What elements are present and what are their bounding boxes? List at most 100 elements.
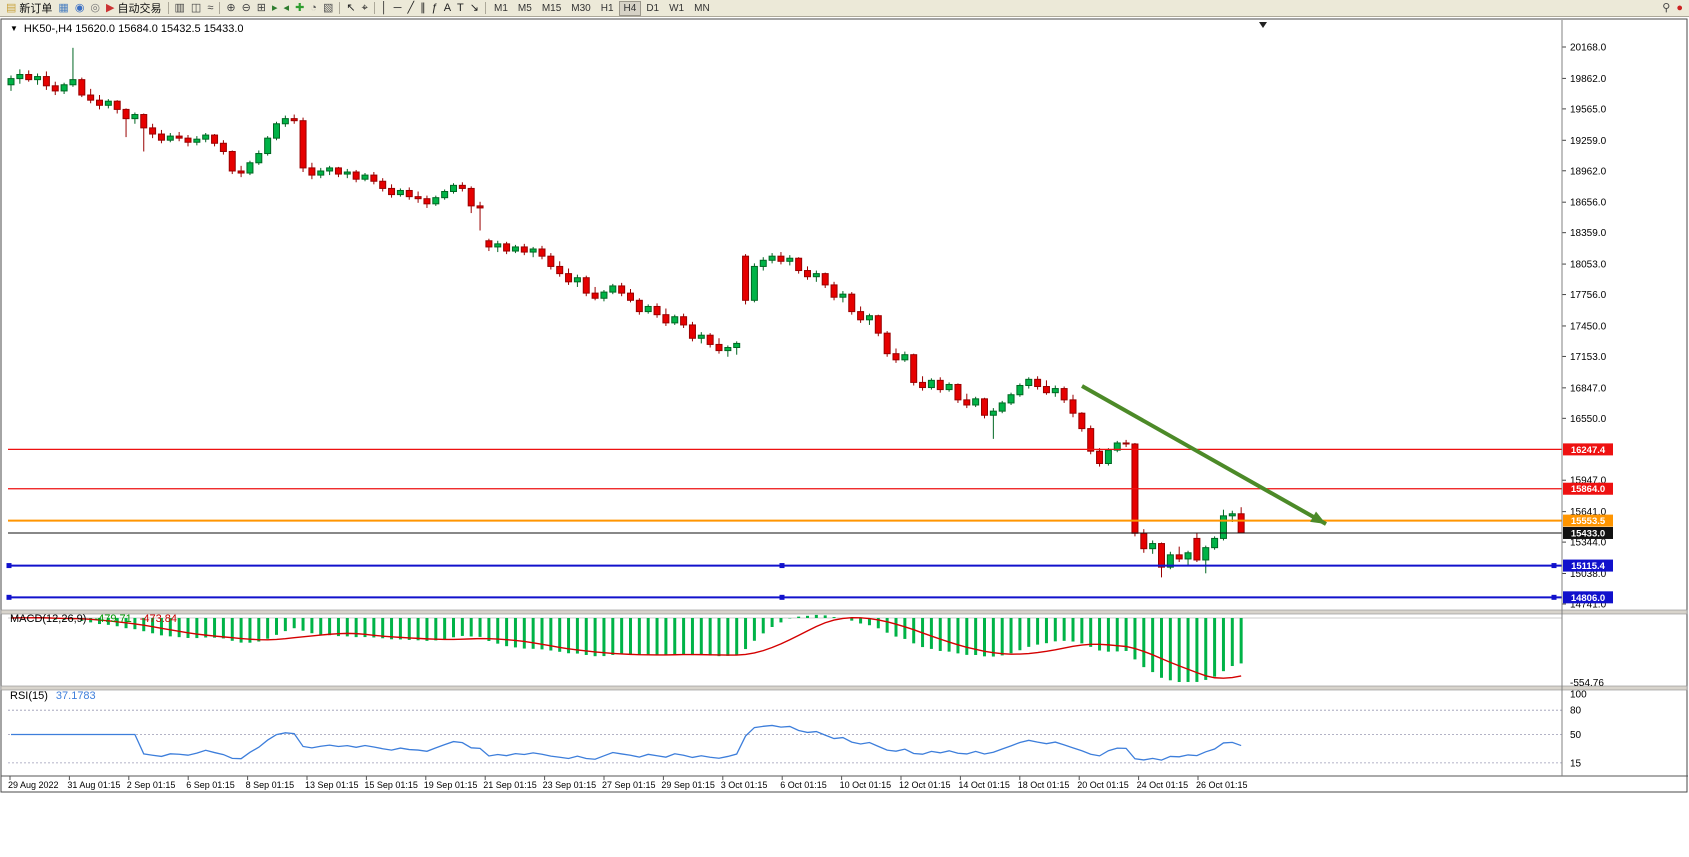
timeframe-w1-button[interactable]: W1 [669,2,685,14]
text-tool-icon: A [443,1,452,14]
panel-divider[interactable] [0,685,1688,691]
hline-handle[interactable] [779,563,785,569]
x-axis-date-label: 8 Sep 01:15 [246,780,295,790]
alerts-icon[interactable]: ◎ [87,1,103,16]
line-chart-type-button[interactable]: ≈ [204,1,216,16]
cursor-tool-button[interactable]: ↖ [343,1,358,16]
trendline-tool-button[interactable]: ╱ [404,1,417,16]
toolbar-separator [373,2,375,14]
x-axis-date-label: 20 Oct 01:15 [1077,780,1129,790]
price-badge-label: 16247.4 [1571,445,1606,456]
crosshair-tool-icon: ⌖ [361,1,368,14]
candles-chart-type-button[interactable]: ◫ [188,1,204,16]
crosshair-tool-button[interactable]: ⌖ [359,1,371,16]
x-axis-date-label: 6 Sep 01:15 [186,780,235,790]
alerts-icon-icon: ◎ [90,1,101,14]
text-tool-button[interactable]: A [441,1,454,16]
autotrading-icon: ▶ [106,1,115,14]
toolbar-separator [339,2,341,14]
zoom-out-button[interactable]: ⊖ [239,1,254,16]
timeframe-m5-button[interactable]: M5 [517,2,532,14]
y-axis-tick-label: 19565.0 [1570,104,1607,115]
price-badge-label: 15553.5 [1571,516,1606,527]
fibonacci-tool-button[interactable]: ƒ [429,1,441,16]
timeframe-d1-button[interactable]: D1 [646,2,660,14]
x-axis-date-label: 31 Aug 01:15 [67,780,120,790]
label-tool-button[interactable]: T [454,1,467,16]
y-axis-tick-label: 18962.0 [1570,166,1607,177]
bars-chart-type-button[interactable]: ▥ [172,1,188,16]
y-axis-tick-label: 18656.0 [1570,198,1607,209]
x-axis-date-label: 2 Sep 01:15 [127,780,176,790]
y-axis-tick-label: 17756.0 [1570,290,1607,301]
templates-button[interactable]: ▧ [320,1,336,16]
hline-handle[interactable] [779,594,785,600]
search-button[interactable]: ⚲ [1659,1,1673,16]
timeframe-h1-button[interactable]: H1 [600,2,614,14]
new-order-icon: ▤ [6,1,17,14]
y-axis-tick-label: 18359.0 [1570,228,1607,239]
templates-icon: ▧ [322,1,334,14]
symbol-dropdown-icon[interactable]: ▼ [10,24,18,33]
macd-axis-label: -554.76 [1570,678,1604,689]
auto-scroll-icon: ▸ [272,1,278,14]
x-axis-date-label: 29 Sep 01:15 [661,780,715,790]
timeframe-m30-button[interactable]: M30 [571,2,591,14]
y-axis-tick-label: 15038.0 [1570,569,1607,580]
chart-shift-marker[interactable] [1259,22,1267,28]
hline-handle[interactable] [6,594,12,600]
zoom-in-icon: ⊕ [226,1,236,14]
date-axis: 29 Aug 2022 31 Aug 01:15 2 Sep 01:15 6 Sep … [8,776,1248,790]
autotrading-button[interactable]: ▶ 自动交易 [103,1,164,16]
x-axis-date-label: 15 Sep 01:15 [364,780,418,790]
new-order-button[interactable]: ▤ 新订单 [3,1,55,16]
horizontal-line-tool-icon: ─ [393,1,402,14]
rsi-axis-label: 80 [1570,706,1582,717]
x-axis-date-label: 21 Sep 01:15 [483,780,537,790]
price-badge [1563,514,1613,527]
periods-button[interactable]: ◔ [307,1,320,16]
timeframe-m15-button[interactable]: M15 [541,2,562,14]
timeframe-m1-button[interactable]: M1 [494,2,508,14]
hline-handle[interactable] [1551,563,1557,569]
tile-windows-button[interactable]: ⊞ [254,1,269,16]
y-axis-tick-label: 16847.0 [1570,383,1607,394]
channel-tool-button[interactable]: ∥ [417,1,429,16]
arrow-tool-icon: ↘ [469,1,479,14]
cursor-tool-icon: ↖ [346,1,356,14]
horizontal-line-tool-button[interactable]: ─ [391,1,405,16]
chart-shift-button[interactable]: ◂ [281,1,293,16]
profile-icon[interactable]: ◉ [72,1,88,16]
charts-windows-icon[interactable]: ▦ [55,1,71,16]
rsi-name: RSI(15) [10,690,48,702]
y-axis-tick-label: 14741.0 [1570,600,1607,611]
auto-scroll-button[interactable]: ▸ [269,1,281,16]
timeframe-mn-button[interactable]: MN [694,2,710,14]
price-badge [1563,591,1613,604]
y-axis-tick-label: 19259.0 [1570,136,1607,147]
timeframe-h4-button[interactable]: H4 [618,0,642,16]
arrow-tool-button[interactable]: ↘ [467,1,482,16]
toolbar-separator [485,2,486,14]
zoom-in-button[interactable]: ⊕ [223,1,238,16]
macd-main-value: -479.71 [94,613,132,625]
hline-handle[interactable] [1551,594,1557,600]
vertical-line-tool-button[interactable]: │ [378,1,391,16]
hline-handle[interactable] [6,563,12,569]
price-badge [1563,526,1613,539]
indicators-button[interactable]: ✚ [292,1,307,16]
x-axis-date-label: 19 Sep 01:15 [424,780,478,790]
price-badge-label: 15864.0 [1571,484,1605,495]
toolbar-separator [219,2,221,14]
charts-windows-icon-icon: ▦ [58,1,69,14]
x-axis-date-label: 13 Sep 01:15 [305,780,359,790]
panel-divider[interactable] [0,609,1688,615]
trend-arrow-head [1310,511,1326,524]
y-axis-tick-label: 17153.0 [1570,352,1607,363]
rsi-indicator-label: RSI(15) 37.1783 [10,690,96,702]
community-button[interactable]: ● [1673,1,1686,16]
y-axis-tick-label: 19862.0 [1570,74,1607,85]
chart-symbol-title: ▼ HK50-,H4 15620.0 15684.0 15432.5 15433… [10,23,244,35]
trend-arrow[interactable] [1081,384,1327,526]
